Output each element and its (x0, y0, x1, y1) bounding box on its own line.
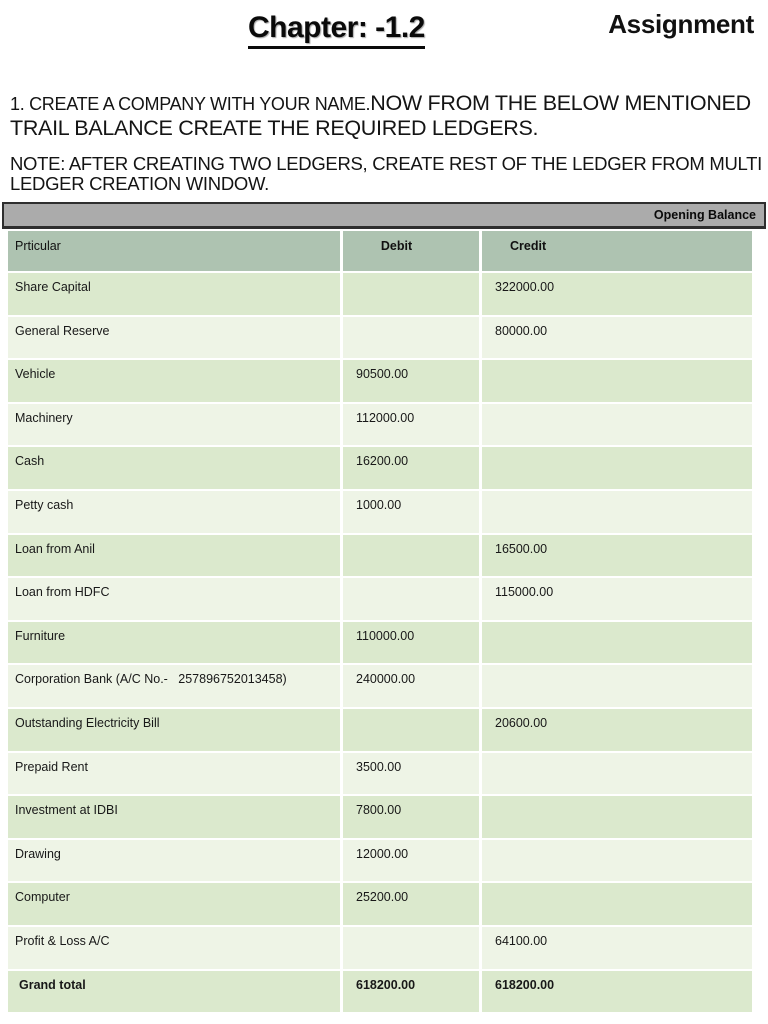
cell-particular: Petty cash (8, 490, 340, 533)
table-row: Loan from Anil 16500.00 (8, 534, 752, 577)
cell-particular: Profit & Loss A/C (8, 926, 340, 969)
cell-debit: 25200.00 (343, 883, 479, 925)
grand-total-row: Grand total 618200.00 618200.00 (8, 970, 752, 1013)
cell-credit (482, 360, 752, 402)
column-header-credit: Credit (482, 231, 752, 271)
column-header-debit: Debit (343, 231, 479, 271)
cell-particular: Grand total (8, 970, 340, 1013)
cell-particular: Cash (8, 447, 340, 489)
cell-credit: 64100.00 (482, 926, 752, 969)
cell-credit: 322000.00 (482, 273, 752, 315)
table-row: Share Capital 322000.00 (8, 273, 752, 315)
cell-debit (343, 316, 479, 359)
cell-debit: 12000.00 (343, 839, 479, 882)
cell-credit (482, 447, 752, 489)
cell-credit (482, 403, 752, 446)
cell-credit: 618200.00 (482, 970, 752, 1013)
cell-debit: 112000.00 (343, 403, 479, 446)
cell-debit (343, 708, 479, 751)
cell-debit (343, 534, 479, 577)
cell-credit (482, 490, 752, 533)
cell-credit (482, 839, 752, 882)
table-row: General Reserve 80000.00 (8, 316, 752, 359)
cell-debit: 1000.00 (343, 490, 479, 533)
cell-particular: Loan from HDFC (8, 578, 340, 620)
cell-particular: Computer (8, 883, 340, 925)
table-row: Outstanding Electricity Bill 20600.00 (8, 708, 752, 751)
chapter-title: Chapter: -1.2 (248, 11, 425, 49)
table-row: Investment at IDBI 7800.00 (8, 796, 752, 838)
table-row: Prepaid Rent 3500.00 (8, 752, 752, 795)
cell-debit: 110000.00 (343, 621, 479, 664)
table-row: Vehicle 90500.00 (8, 360, 752, 402)
cell-credit (482, 796, 752, 838)
cell-debit: 90500.00 (343, 360, 479, 402)
cell-particular: Outstanding Electricity Bill (8, 708, 340, 751)
cell-credit: 16500.00 (482, 534, 752, 577)
cell-debit (343, 926, 479, 969)
cell-particular: Machinery (8, 403, 340, 446)
cell-credit: 115000.00 (482, 578, 752, 620)
cell-debit: 7800.00 (343, 796, 479, 838)
table-row: Petty cash 1000.00 (8, 490, 752, 533)
cell-debit: 16200.00 (343, 447, 479, 489)
table-row: Furniture 110000.00 (8, 621, 752, 664)
cell-credit: 20600.00 (482, 708, 752, 751)
cell-credit (482, 752, 752, 795)
cell-debit: 3500.00 (343, 752, 479, 795)
table-row: Cash 16200.00 (8, 447, 752, 489)
cell-particular: Share Capital (8, 273, 340, 315)
cell-debit (343, 273, 479, 315)
table-row: Corporation Bank (A/C No.- 2578967520134… (8, 665, 752, 707)
cell-particular: Corporation Bank (A/C No.- 2578967520134… (8, 665, 340, 707)
table-row: Loan from HDFC 115000.00 (8, 578, 752, 620)
cell-particular: Drawing (8, 839, 340, 882)
cell-particular: Furniture (8, 621, 340, 664)
table-header-row: Prticular Debit Credit (8, 231, 752, 271)
cell-debit (343, 578, 479, 620)
cell-credit (482, 883, 752, 925)
opening-balance-bar: Opening Balance (2, 202, 766, 229)
cell-particular: Prepaid Rent (8, 752, 340, 795)
trial-balance-table: Prticular Debit Credit Share Capital 3220… (5, 229, 755, 1014)
task-intro-small: 1. CREATE A COMPANY WITH YOUR NAME. (10, 94, 371, 114)
task-paragraph: 1. CREATE A COMPANY WITH YOUR NAME.NOW F… (10, 92, 758, 142)
cell-particular: Investment at IDBI (8, 796, 340, 838)
cell-particular: Loan from Anil (8, 534, 340, 577)
assignment-label: Assignment (608, 9, 754, 39)
table-row: Drawing 12000.00 (8, 839, 752, 882)
cell-particular: General Reserve (8, 316, 340, 359)
column-header-particular: Prticular (8, 231, 340, 271)
table-row: Machinery 112000.00 (8, 403, 752, 446)
cell-debit: 240000.00 (343, 665, 479, 707)
cell-particular: Vehicle (8, 360, 340, 402)
cell-credit (482, 621, 752, 664)
cell-debit: 618200.00 (343, 970, 479, 1013)
note-paragraph: NOTE: AFTER CREATING TWO LEDGERS, CREATE… (10, 153, 762, 194)
table-row: Profit & Loss A/C 64100.00 (8, 926, 752, 969)
cell-credit (482, 665, 752, 707)
table-row: Computer 25200.00 (8, 883, 752, 925)
cell-credit: 80000.00 (482, 316, 752, 359)
task-intro-large: NOW FROM THE BELOW MENTIONED TRAIL BALAN… (10, 91, 751, 140)
